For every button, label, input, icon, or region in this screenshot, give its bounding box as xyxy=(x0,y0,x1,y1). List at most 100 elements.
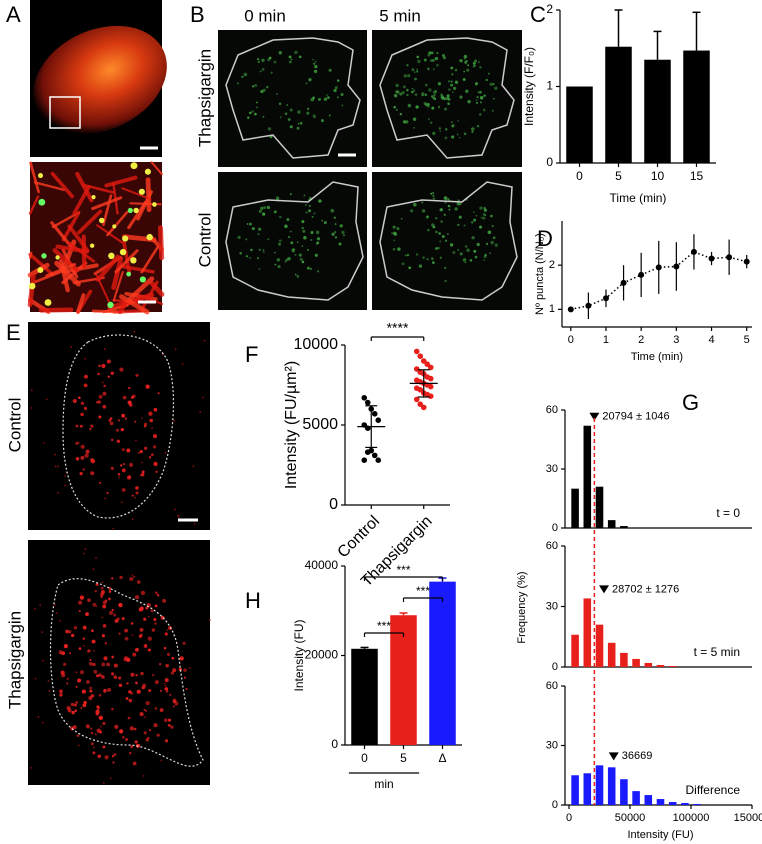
puncta xyxy=(101,616,104,619)
puncta xyxy=(427,118,430,121)
y-tick-label: 60 xyxy=(546,680,558,692)
puncta xyxy=(296,275,300,278)
bar xyxy=(566,86,593,163)
puncta xyxy=(426,215,429,218)
puncta xyxy=(155,470,158,473)
puncta xyxy=(54,465,57,468)
puncta xyxy=(274,263,277,266)
puncta xyxy=(86,680,90,684)
puncta xyxy=(302,229,306,233)
puncta xyxy=(471,221,474,224)
puncta xyxy=(259,70,262,73)
puncta xyxy=(469,259,473,262)
puncta xyxy=(108,419,112,422)
puncta xyxy=(446,94,450,98)
puncta xyxy=(245,238,248,241)
puncta xyxy=(34,677,37,680)
puncta xyxy=(450,66,454,70)
puncta xyxy=(416,55,420,59)
puncta xyxy=(101,675,105,679)
puncta xyxy=(111,655,115,659)
puncta xyxy=(135,374,139,377)
puncta xyxy=(417,59,421,64)
puncta xyxy=(122,463,126,466)
puncta xyxy=(414,93,418,96)
puncta xyxy=(107,301,114,309)
fiber xyxy=(29,161,40,194)
puncta xyxy=(143,617,147,621)
puncta xyxy=(342,234,345,237)
puncta xyxy=(490,240,494,245)
puncta xyxy=(153,723,158,728)
y-axis-label: Intensity (F/F₀) xyxy=(522,47,536,126)
puncta xyxy=(323,97,328,101)
puncta xyxy=(164,684,167,687)
puncta xyxy=(278,239,282,243)
puncta xyxy=(75,424,79,428)
y-tick-label: 0 xyxy=(331,737,338,751)
puncta xyxy=(491,109,494,112)
puncta xyxy=(41,253,47,259)
fiber xyxy=(33,181,66,192)
bar xyxy=(595,624,604,667)
puncta xyxy=(310,230,314,234)
fiber xyxy=(28,252,55,277)
puncta xyxy=(34,608,36,610)
puncta xyxy=(439,130,442,132)
x-tick-label: 5 xyxy=(744,334,750,346)
puncta xyxy=(103,384,106,388)
puncta xyxy=(483,259,485,261)
puncta xyxy=(262,250,265,253)
bar xyxy=(644,795,653,805)
puncta xyxy=(299,257,303,261)
puncta xyxy=(103,688,107,693)
x-axis-label: Intensity (FU) xyxy=(627,829,693,841)
puncta xyxy=(79,595,85,600)
puncta xyxy=(145,384,150,389)
puncta xyxy=(164,678,169,683)
fiber xyxy=(38,307,74,313)
puncta xyxy=(71,710,75,715)
puncta xyxy=(440,93,443,97)
puncta xyxy=(93,649,95,652)
puncta xyxy=(393,105,396,109)
puncta xyxy=(87,598,91,603)
panel-label: H xyxy=(245,588,261,613)
puncta xyxy=(457,248,460,252)
puncta xyxy=(483,94,486,97)
x-tick-label: 0 xyxy=(566,812,572,824)
puncta xyxy=(321,119,324,123)
puncta xyxy=(142,775,145,777)
puncta xyxy=(256,57,260,61)
puncta xyxy=(181,363,184,365)
puncta xyxy=(294,50,298,55)
puncta xyxy=(113,753,117,756)
puncta xyxy=(262,115,265,118)
fiber xyxy=(77,209,103,235)
puncta xyxy=(427,102,430,106)
puncta xyxy=(411,87,414,90)
puncta xyxy=(423,58,427,62)
puncta xyxy=(97,400,101,404)
puncta xyxy=(112,224,117,229)
puncta xyxy=(287,257,291,261)
puncta xyxy=(151,427,153,429)
puncta xyxy=(334,86,338,90)
puncta xyxy=(141,417,143,419)
puncta xyxy=(144,446,148,450)
puncta xyxy=(102,604,107,609)
puncta xyxy=(462,78,466,81)
puncta xyxy=(289,125,293,129)
puncta xyxy=(297,122,300,125)
puncta xyxy=(323,221,327,225)
puncta xyxy=(333,231,337,234)
puncta xyxy=(99,725,102,728)
puncta xyxy=(101,662,106,667)
fiber xyxy=(104,175,138,188)
puncta xyxy=(399,92,403,96)
puncta xyxy=(444,107,448,111)
puncta xyxy=(84,548,87,550)
puncta xyxy=(396,90,400,94)
panel-label: F xyxy=(245,342,258,367)
puncta xyxy=(106,491,109,495)
